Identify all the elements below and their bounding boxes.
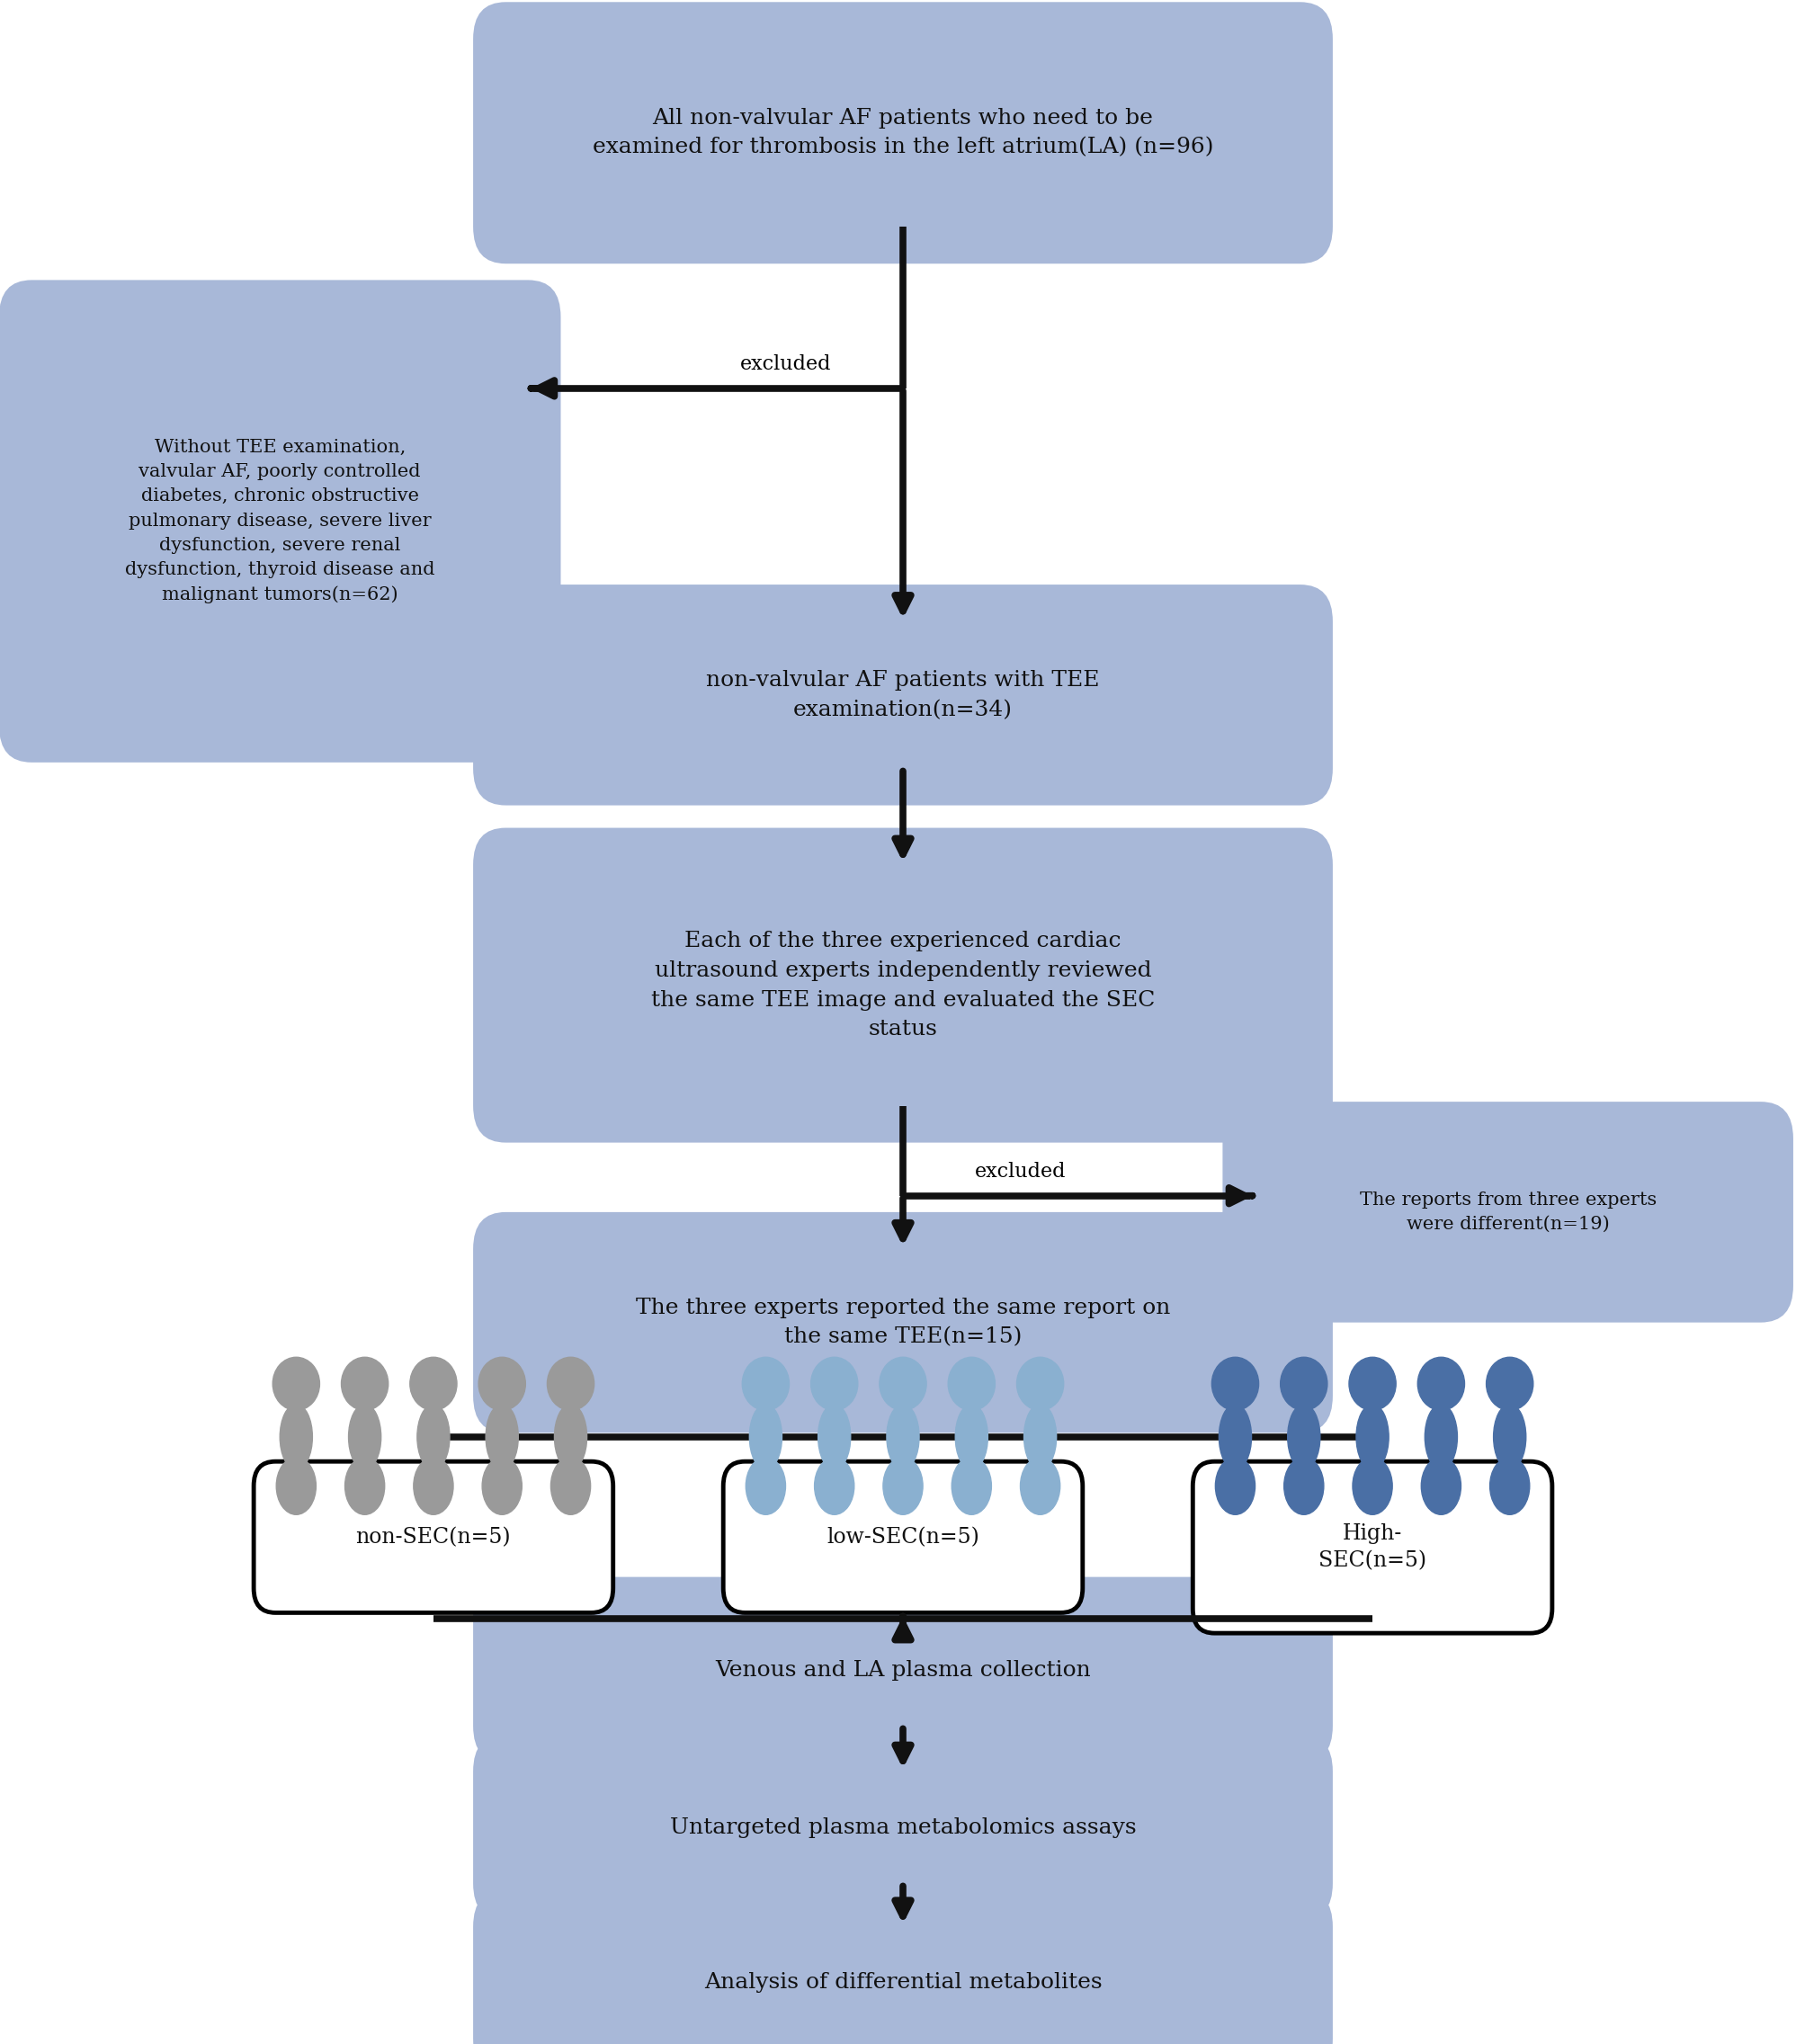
Circle shape: [1211, 1357, 1258, 1410]
Circle shape: [410, 1357, 457, 1410]
Circle shape: [742, 1357, 789, 1410]
Ellipse shape: [1218, 1404, 1251, 1470]
Ellipse shape: [1215, 1457, 1254, 1515]
Ellipse shape: [1283, 1457, 1323, 1515]
Ellipse shape: [413, 1457, 453, 1515]
FancyBboxPatch shape: [473, 1212, 1332, 1433]
Text: low-SEC(n=5): low-SEC(n=5): [827, 1527, 978, 1547]
Text: High-
SEC(n=5): High- SEC(n=5): [1318, 1523, 1426, 1572]
Ellipse shape: [276, 1457, 316, 1515]
Ellipse shape: [814, 1457, 854, 1515]
FancyBboxPatch shape: [473, 828, 1332, 1143]
Ellipse shape: [1023, 1404, 1056, 1470]
Ellipse shape: [1352, 1457, 1392, 1515]
FancyBboxPatch shape: [473, 585, 1332, 805]
Ellipse shape: [1424, 1404, 1457, 1470]
FancyBboxPatch shape: [1222, 1102, 1792, 1322]
Ellipse shape: [951, 1457, 991, 1515]
Text: The three experts reported the same report on
the same TEE(n=15): The three experts reported the same repo…: [635, 1298, 1170, 1347]
Text: All non-valvular AF patients who need to be
examined for thrombosis in the left : All non-valvular AF patients who need to…: [592, 108, 1213, 157]
Ellipse shape: [482, 1457, 522, 1515]
Ellipse shape: [1489, 1457, 1529, 1515]
Ellipse shape: [745, 1457, 785, 1515]
Circle shape: [1348, 1357, 1395, 1410]
FancyBboxPatch shape: [0, 280, 560, 762]
Text: excluded: excluded: [740, 354, 830, 374]
Ellipse shape: [345, 1457, 384, 1515]
Ellipse shape: [486, 1404, 518, 1470]
Ellipse shape: [551, 1457, 590, 1515]
Circle shape: [341, 1357, 388, 1410]
Text: non-valvular AF patients with TEE
examination(n=34): non-valvular AF patients with TEE examin…: [706, 670, 1099, 719]
Ellipse shape: [886, 1404, 919, 1470]
Ellipse shape: [348, 1404, 381, 1470]
FancyBboxPatch shape: [253, 1461, 614, 1613]
Text: excluded: excluded: [975, 1161, 1065, 1181]
Ellipse shape: [417, 1404, 449, 1470]
Ellipse shape: [955, 1404, 987, 1470]
Circle shape: [478, 1357, 525, 1410]
FancyBboxPatch shape: [473, 1889, 1332, 2044]
Ellipse shape: [1356, 1404, 1388, 1470]
Text: Untargeted plasma metabolomics assays: Untargeted plasma metabolomics assays: [670, 1817, 1135, 1838]
Ellipse shape: [1421, 1457, 1460, 1515]
Ellipse shape: [554, 1404, 587, 1470]
Text: Analysis of differential metabolites: Analysis of differential metabolites: [704, 1972, 1101, 1993]
Ellipse shape: [1287, 1404, 1319, 1470]
Ellipse shape: [749, 1404, 782, 1470]
Ellipse shape: [1493, 1404, 1525, 1470]
Circle shape: [948, 1357, 995, 1410]
Ellipse shape: [1020, 1457, 1060, 1515]
Text: Without TEE examination,
valvular AF, poorly controlled
diabetes, chronic obstru: Without TEE examination, valvular AF, po…: [125, 439, 435, 603]
Circle shape: [1016, 1357, 1063, 1410]
FancyBboxPatch shape: [473, 1733, 1332, 1921]
FancyBboxPatch shape: [473, 2, 1332, 264]
Circle shape: [1280, 1357, 1327, 1410]
Text: Each of the three experienced cardiac
ultrasound experts independently reviewed
: Each of the three experienced cardiac ul…: [650, 930, 1155, 1040]
Ellipse shape: [280, 1404, 312, 1470]
FancyBboxPatch shape: [473, 1578, 1332, 1762]
FancyBboxPatch shape: [1193, 1461, 1552, 1633]
Text: non-SEC(n=5): non-SEC(n=5): [356, 1527, 511, 1547]
FancyBboxPatch shape: [722, 1461, 1081, 1613]
Circle shape: [1486, 1357, 1532, 1410]
Circle shape: [547, 1357, 594, 1410]
Text: The reports from three experts
were different(n=19): The reports from three experts were diff…: [1359, 1192, 1655, 1233]
Circle shape: [879, 1357, 926, 1410]
Ellipse shape: [818, 1404, 850, 1470]
Circle shape: [810, 1357, 857, 1410]
Ellipse shape: [883, 1457, 922, 1515]
Text: Venous and LA plasma collection: Venous and LA plasma collection: [715, 1660, 1090, 1680]
Circle shape: [1417, 1357, 1464, 1410]
Circle shape: [273, 1357, 319, 1410]
